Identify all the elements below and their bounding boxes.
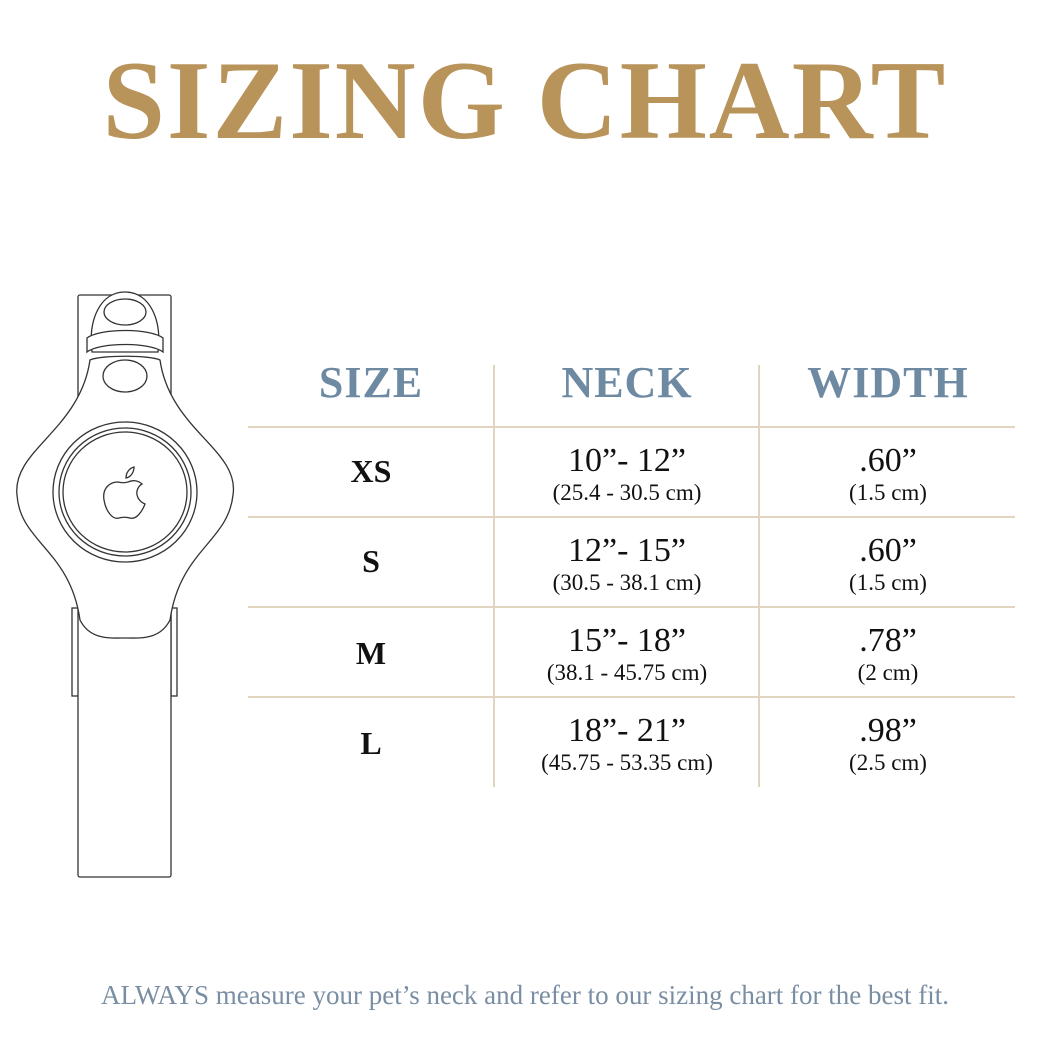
holder-hole <box>102 359 148 393</box>
width-inches: .98” <box>859 712 917 749</box>
row-divider <box>248 426 1015 428</box>
width-inches: .78” <box>859 622 917 659</box>
row-divider <box>248 696 1015 698</box>
width-cm: (2.5 cm) <box>849 750 927 775</box>
size-cell: M <box>355 635 387 671</box>
width-cm: (1.5 cm) <box>849 570 927 595</box>
loop-band <box>86 329 164 354</box>
header-width: WIDTH <box>807 358 969 407</box>
width-inches: .60” <box>859 532 917 569</box>
apple-logo-icon <box>103 466 146 519</box>
neck-inches: 12”- 15” <box>567 532 686 569</box>
neck-cm: (25.4 - 30.5 cm) <box>552 480 702 505</box>
row-divider <box>248 516 1015 518</box>
size-cell: L <box>360 725 382 761</box>
loop-hole <box>103 298 147 326</box>
column-divider <box>758 365 760 787</box>
size-cell: S <box>362 543 380 579</box>
column-divider <box>493 365 495 787</box>
strap-tab-right <box>170 607 178 697</box>
size-cell: XS <box>350 453 392 489</box>
neck-inches: 18”- 21” <box>567 712 686 749</box>
header-size: SIZE <box>318 358 424 407</box>
width-cm: (2 cm) <box>857 660 919 685</box>
header-neck: NECK <box>561 358 693 407</box>
neck-cm: (38.1 - 45.75 cm) <box>546 660 708 685</box>
airtag-collar-icon <box>16 291 235 878</box>
neck-cm: (45.75 - 53.35 cm) <box>541 750 713 775</box>
width-inches: .60” <box>859 442 917 479</box>
neck-cm: (30.5 - 38.1 cm) <box>552 570 702 595</box>
page-title: SIZING CHART <box>102 39 948 163</box>
neck-inches: 10”- 12” <box>567 442 686 479</box>
row-divider <box>248 606 1015 608</box>
width-cm: (1.5 cm) <box>849 480 927 505</box>
footer-note: ALWAYS measure your pet’s neck and refer… <box>101 980 949 1010</box>
neck-inches: 15”- 18” <box>567 622 686 659</box>
